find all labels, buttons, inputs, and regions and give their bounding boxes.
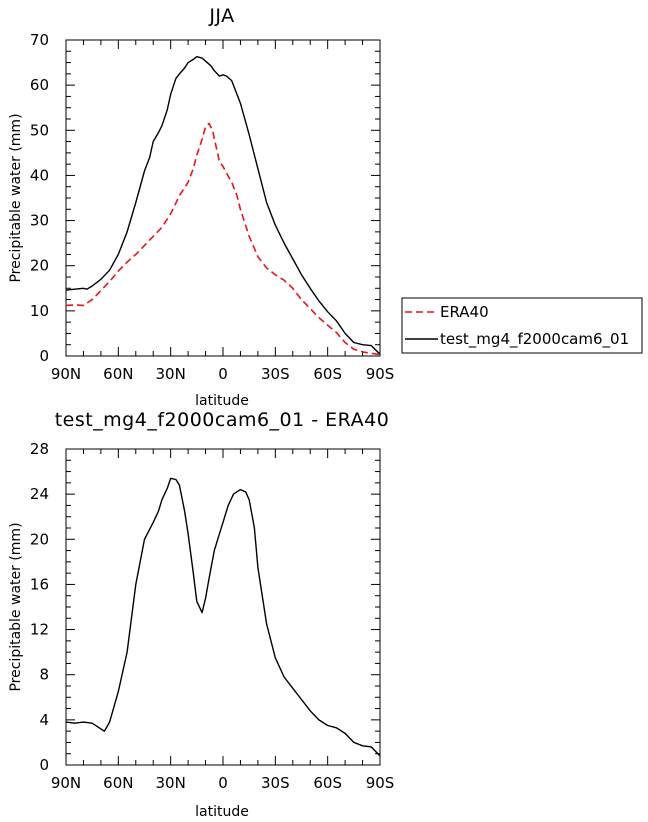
- y-tick-label: 24: [30, 485, 49, 503]
- x-tick-label: 60N: [103, 365, 133, 383]
- x-tick-label: 30N: [156, 365, 186, 383]
- legend-label: ERA40: [440, 303, 489, 321]
- y-tick-label: 0: [39, 347, 49, 365]
- y-tick-label: 0: [39, 756, 49, 774]
- x-tick-label: 60S: [313, 774, 342, 792]
- chart-title: test_mg4_f2000cam6_01 - ERA40: [55, 409, 390, 431]
- y-tick-label: 16: [30, 575, 49, 593]
- plot-frame: [65, 448, 381, 766]
- y-tick-label: 40: [30, 166, 49, 184]
- legend-frame: [401, 297, 643, 354]
- y-tick-label: 10: [30, 302, 49, 320]
- series-line-era40: [65, 122, 381, 356]
- y-tick-label: 8: [39, 666, 49, 684]
- x-tick-label: 60S: [313, 365, 342, 383]
- y-tick-label: 20: [30, 257, 49, 275]
- x-tick-label: 30N: [156, 774, 186, 792]
- series-line-difference: [65, 477, 381, 757]
- x-axis-label: latitude: [195, 804, 249, 820]
- y-tick-label: 4: [39, 711, 49, 729]
- y-axis-label: Precipitable water (mm): [8, 113, 24, 282]
- x-tick-label: 30S: [261, 365, 290, 383]
- y-tick-label: 50: [30, 121, 49, 139]
- y-tick-label: 70: [30, 31, 49, 49]
- y-tick-label: 30: [30, 212, 49, 230]
- x-tick-label: 0: [218, 774, 228, 792]
- plot-frame: [65, 39, 381, 357]
- y-tick-label: 20: [30, 530, 49, 548]
- x-tick-label: 90N: [51, 774, 81, 792]
- x-tick-label: 60N: [103, 774, 133, 792]
- bottom-panel-difference: test_mg4_f2000cam6_01 - ERA40 Precipitab…: [8, 409, 394, 820]
- series-line-test-mg4-f2000cam6-01: [65, 56, 381, 355]
- top-panel-jja: JJA Precipitable water (mm) latitude 90N…: [8, 5, 394, 409]
- x-axis-label: latitude: [195, 393, 249, 409]
- y-tick-label: 60: [30, 76, 49, 94]
- x-tick-label: 90S: [366, 774, 395, 792]
- legend-label: test_mg4_f2000cam6_01: [440, 330, 629, 349]
- x-tick-label: 90N: [51, 365, 81, 383]
- y-axis-label: Precipitable water (mm): [8, 522, 24, 691]
- y-tick-label: 28: [30, 440, 49, 458]
- x-tick-label: 30S: [261, 774, 290, 792]
- legend: ERA40 test_mg4_f2000cam6_01: [401, 297, 643, 354]
- chart-title: JJA: [208, 5, 234, 27]
- x-tick-label: 0: [218, 365, 228, 383]
- x-tick-label: 90S: [366, 365, 395, 383]
- y-tick-label: 12: [30, 621, 49, 639]
